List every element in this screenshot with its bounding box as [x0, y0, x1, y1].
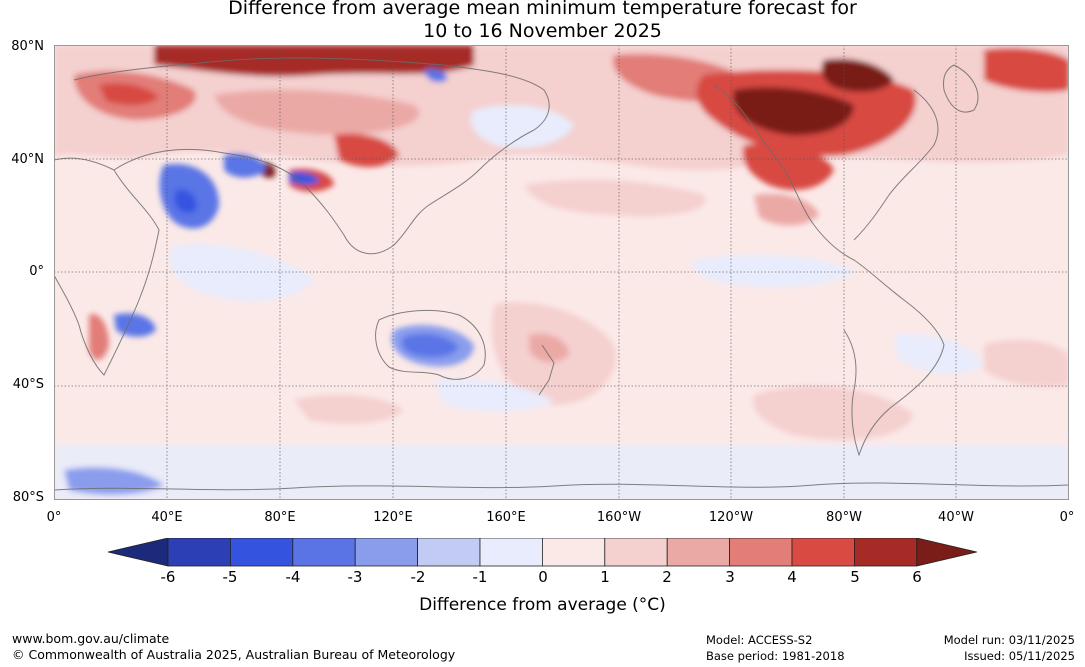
anomaly-region-himalaya-cool	[289, 172, 319, 185]
lon-label-120w: 120°W	[708, 510, 754, 525]
anomaly-region-africa-warm	[89, 314, 109, 361]
colorbar-segment	[479, 538, 543, 567]
colorbar-tick-4: 4	[787, 568, 797, 586]
footer-model-info: Model: ACCESS-S2 Base period: 1981-2018	[706, 632, 845, 664]
coastline-australia	[375, 309, 486, 380]
anomaly-region-pacific-band	[524, 179, 706, 217]
footer-left: www.bom.gov.au/climate © Commonwealth of…	[12, 631, 455, 663]
anomaly-region-siberia-warm	[214, 89, 420, 135]
title-line-1: Difference from average mean minimum tem…	[228, 0, 857, 19]
lat-label-40n: 40°N	[11, 152, 44, 167]
colorbar-tick-5: 5	[850, 568, 860, 586]
colorbar-extend-low	[107, 538, 169, 567]
colorbar-tick-0: 0	[538, 568, 548, 586]
footer-dates: Model run: 03/11/2025 Issued: 05/11/2025	[944, 632, 1075, 664]
anomaly-region-north-pacific-cool	[470, 105, 574, 149]
coastlines	[54, 57, 1069, 491]
anomaly-region-hudson-core	[821, 58, 894, 92]
colorbar-segment	[230, 538, 294, 567]
colorbar-tick-6: 6	[912, 568, 922, 586]
lon-label-0-left: 0°	[46, 510, 62, 525]
colorbar-segment	[666, 538, 731, 567]
anomaly-region-canada-core	[733, 87, 854, 136]
anomaly-region-south-indian-pink	[294, 394, 404, 424]
colorbar-extend-high	[916, 538, 977, 567]
lon-label-80w: 80°W	[826, 510, 862, 525]
coastline-antarctica	[54, 482, 1069, 491]
anomaly-map	[54, 45, 1069, 500]
anomaly-region-mexico-warm	[754, 193, 819, 226]
anomaly-region-indian-ocean-cool	[169, 244, 314, 302]
colorbar-segment	[167, 538, 231, 567]
coastline-americas	[713, 84, 945, 457]
colorbar-segment	[417, 538, 481, 567]
graticule	[54, 45, 1069, 500]
title-line-2: 10 to 16 November 2025	[423, 20, 662, 42]
colorbar-segment	[354, 538, 418, 567]
anomaly-region-madagascar-cool	[114, 313, 156, 337]
anomaly-region-atlantic-pink	[984, 339, 1069, 387]
colorbar-tick-minus6: -6	[160, 568, 176, 586]
anomaly-region-antarctic-cool	[64, 467, 164, 495]
colorbar-tick-minus3: -3	[347, 568, 363, 586]
colorbar-tick-minus2: -2	[410, 568, 426, 586]
lon-label-80e: 80°E	[264, 510, 296, 525]
footer-model-run: Model run: 03/11/2025	[943, 633, 1075, 647]
map-frame	[54, 45, 1069, 500]
anomaly-region-east-pacific-cool	[693, 254, 854, 287]
colorbar	[107, 538, 977, 567]
anomaly-region-southern-ocean-cool	[54, 445, 1069, 500]
anomaly-region-europe-core	[99, 83, 159, 106]
footer-website: www.bom.gov.au/climate	[12, 631, 170, 646]
coastline-eurasia	[73, 57, 550, 255]
coastline-greenland	[943, 64, 979, 113]
chart-title: Difference from average mean minimum tem…	[0, 0, 1085, 43]
lon-label-40e: 40°E	[151, 510, 183, 525]
anomaly-region-greenland-warm	[984, 48, 1069, 92]
anomaly-region-arctic-asia-warm	[154, 45, 474, 77]
colorbar-segment	[604, 538, 668, 567]
colorbar-tick-3: 3	[725, 568, 735, 586]
lon-label-40w: 40°W	[938, 510, 974, 525]
footer-model: Model: ACCESS-S2	[706, 633, 813, 647]
lat-label-80s: 80°S	[12, 490, 44, 505]
colorbar-tick-2: 2	[662, 568, 672, 586]
anomaly-region-australia-core	[401, 333, 459, 358]
colorbar-tick-minus4: -4	[285, 568, 301, 586]
anomaly-region-arabia-core	[174, 189, 197, 214]
colorbar-segment	[729, 538, 793, 567]
footer-issued: Issued: 05/11/2025	[964, 649, 1075, 663]
footer-copyright: © Commonwealth of Australia 2025, Austra…	[12, 647, 456, 662]
anomaly-region-siberia-cool	[424, 69, 448, 83]
lat-label-equator: 0°	[29, 264, 44, 279]
anomaly-region-south-atlantic-cool	[894, 334, 984, 375]
lon-label-160e: 160°E	[486, 510, 526, 525]
coastline-new-zealand	[538, 344, 555, 396]
lon-label-120e: 120°E	[373, 510, 413, 525]
anomaly-region-usa-warm	[742, 143, 834, 190]
lat-label-40s: 40°S	[12, 377, 44, 392]
lat-label-80n: 80°N	[11, 39, 44, 54]
coastline-north-america-east	[853, 89, 939, 241]
colorbar-tick-minus5: -5	[222, 568, 238, 586]
lon-label-0-right: 0°	[1059, 510, 1075, 525]
anomaly-region-new-zealand-warm	[529, 333, 569, 363]
colorbar-tick-minus1: -1	[472, 568, 488, 586]
lon-label-160w: 160°W	[596, 510, 642, 525]
coastline-africa	[54, 157, 160, 376]
anomaly-region-central-asia-warm	[334, 133, 399, 167]
footer-base-period: Base period: 1981-2018	[706, 649, 845, 663]
anomaly-region-tasman-cool	[434, 378, 554, 412]
colorbar-segment	[854, 538, 918, 567]
colorbar-tick-1: 1	[600, 568, 610, 586]
colorbar-label: Difference from average (°C)	[419, 595, 666, 615]
colorbar-segment	[292, 538, 356, 567]
colorbar-segment	[541, 538, 606, 567]
colorbar-segment	[791, 538, 855, 567]
